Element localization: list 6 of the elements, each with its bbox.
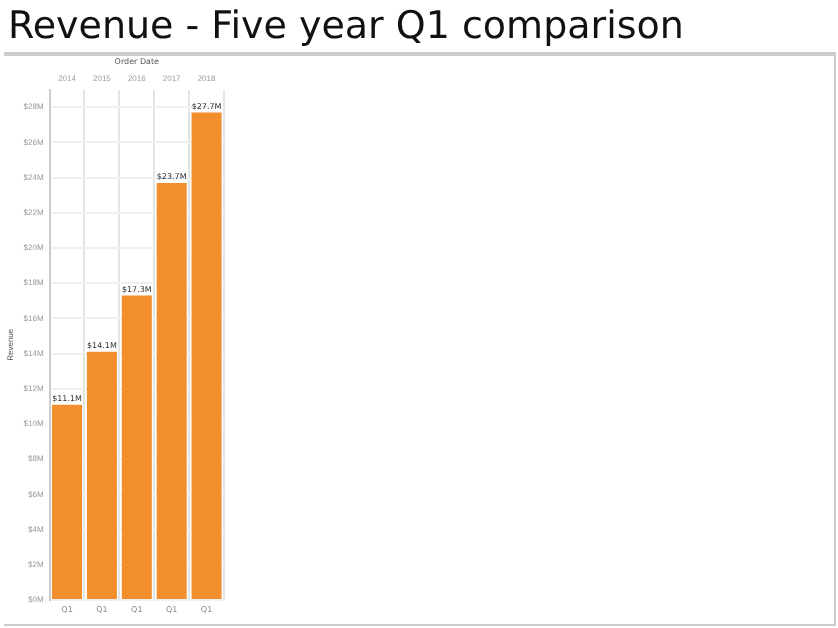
bar (121, 295, 152, 599)
text: Revenue - Five year Q1 comparison (8, 4, 684, 48)
bar (191, 112, 222, 599)
bar (52, 404, 83, 599)
bar (156, 182, 187, 599)
bar (86, 351, 117, 599)
